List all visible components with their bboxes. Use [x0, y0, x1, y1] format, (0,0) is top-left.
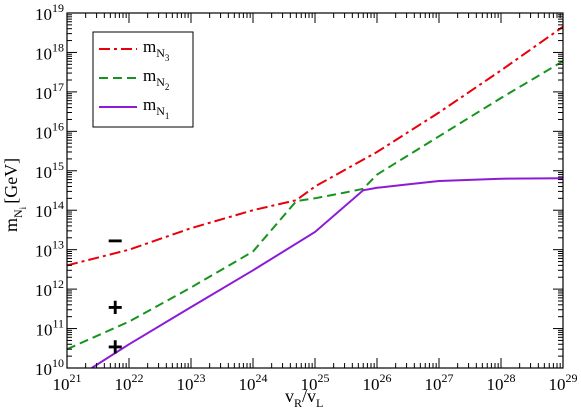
x-tick-label: 1025: [301, 371, 330, 394]
y-tick-label: 1015: [35, 159, 64, 182]
region-sign-annotation: +: [108, 332, 123, 362]
y-tick-label: 1012: [35, 277, 64, 300]
series-line-3: [91, 177, 563, 368]
x-tick-label: 1023: [177, 371, 206, 394]
x-tick-label: 1029: [549, 371, 578, 394]
y-tick-label: 1019: [35, 1, 64, 24]
x-tick-label: 1028: [487, 371, 516, 394]
y-tick-label: 1017: [35, 80, 64, 103]
region-sign-annotation: −: [108, 226, 123, 256]
region-sign-annotation: +: [108, 292, 123, 322]
legend-box: [92, 31, 194, 128]
y-tick-label: 1013: [35, 238, 64, 261]
legend-label: mN2: [143, 66, 169, 92]
x-tick-label: 1027: [425, 371, 454, 394]
y-tick-label: 1014: [35, 198, 64, 221]
y-tick-label: 1016: [35, 119, 64, 142]
y-axis-label: mNi[GeV]: [1, 158, 28, 232]
legend: mN3 mN2 mN1: [92, 31, 194, 128]
x-tick-label: 1024: [239, 371, 268, 394]
y-tick-label: 1018: [35, 40, 64, 63]
x-axis-label: vR/vL: [285, 386, 323, 409]
y-tick-label: 1011: [35, 317, 64, 340]
series-line-1: [67, 25, 563, 267]
legend-label: mN3: [143, 37, 170, 63]
x-tick-label: 1021: [53, 371, 82, 394]
series-lines: [67, 25, 563, 368]
series-line-2: [67, 60, 563, 351]
legend-label: mN1: [143, 95, 169, 121]
x-tick-label: 1022: [115, 371, 144, 394]
y-tick-label: 1010: [35, 356, 64, 379]
x-tick-label: 1026: [363, 371, 392, 394]
tick-labels: 1021 1022 1023 1024 1025 1026 1027 1028 1029 1010…: [35, 1, 578, 394]
axis-ticks: [66, 12, 564, 369]
annotations: − + +: [108, 226, 123, 362]
